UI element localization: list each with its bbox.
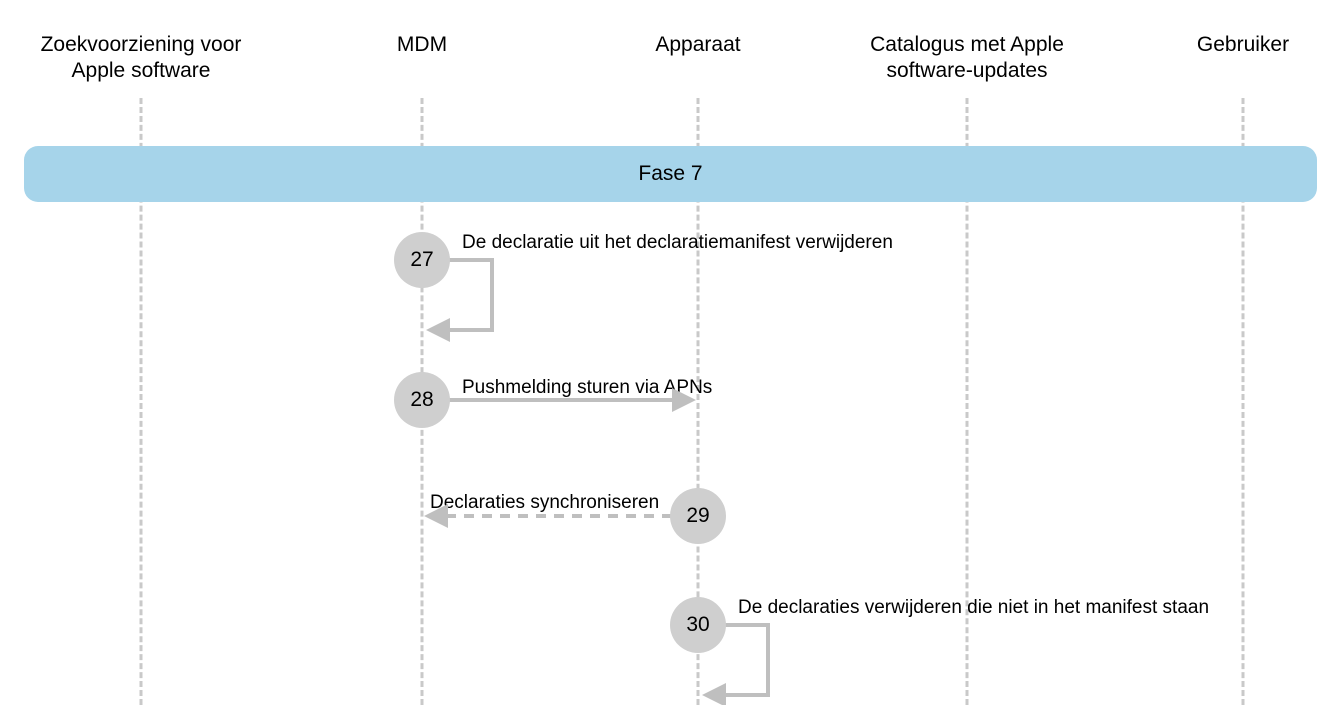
step-28: 28 bbox=[394, 372, 450, 428]
step-30: 30 bbox=[670, 597, 726, 653]
step-label-29: Declaraties synchroniseren bbox=[430, 492, 659, 514]
step-27: 27 bbox=[394, 232, 450, 288]
lane-label-catalog: Catalogus met Applesoftware-updates bbox=[827, 32, 1107, 85]
step-29: 29 bbox=[670, 488, 726, 544]
phase-bar: Fase 7 bbox=[24, 146, 1317, 202]
lane-label-user: Gebruiker bbox=[1103, 32, 1341, 58]
step-label-28: Pushmelding sturen via APNs bbox=[462, 377, 712, 399]
lane-label-mdm: MDM bbox=[282, 32, 562, 58]
lane-label-lookup: Zoekvoorziening voorApple software bbox=[1, 32, 281, 85]
lane-label-device: Apparaat bbox=[558, 32, 838, 58]
sequence-diagram: Zoekvoorziening voorApple softwareMDMApp… bbox=[0, 0, 1341, 705]
step-label-27: De declaratie uit het declaratiemanifest… bbox=[462, 232, 893, 254]
step-label-30: De declaraties verwijderen die niet in h… bbox=[738, 597, 1209, 619]
